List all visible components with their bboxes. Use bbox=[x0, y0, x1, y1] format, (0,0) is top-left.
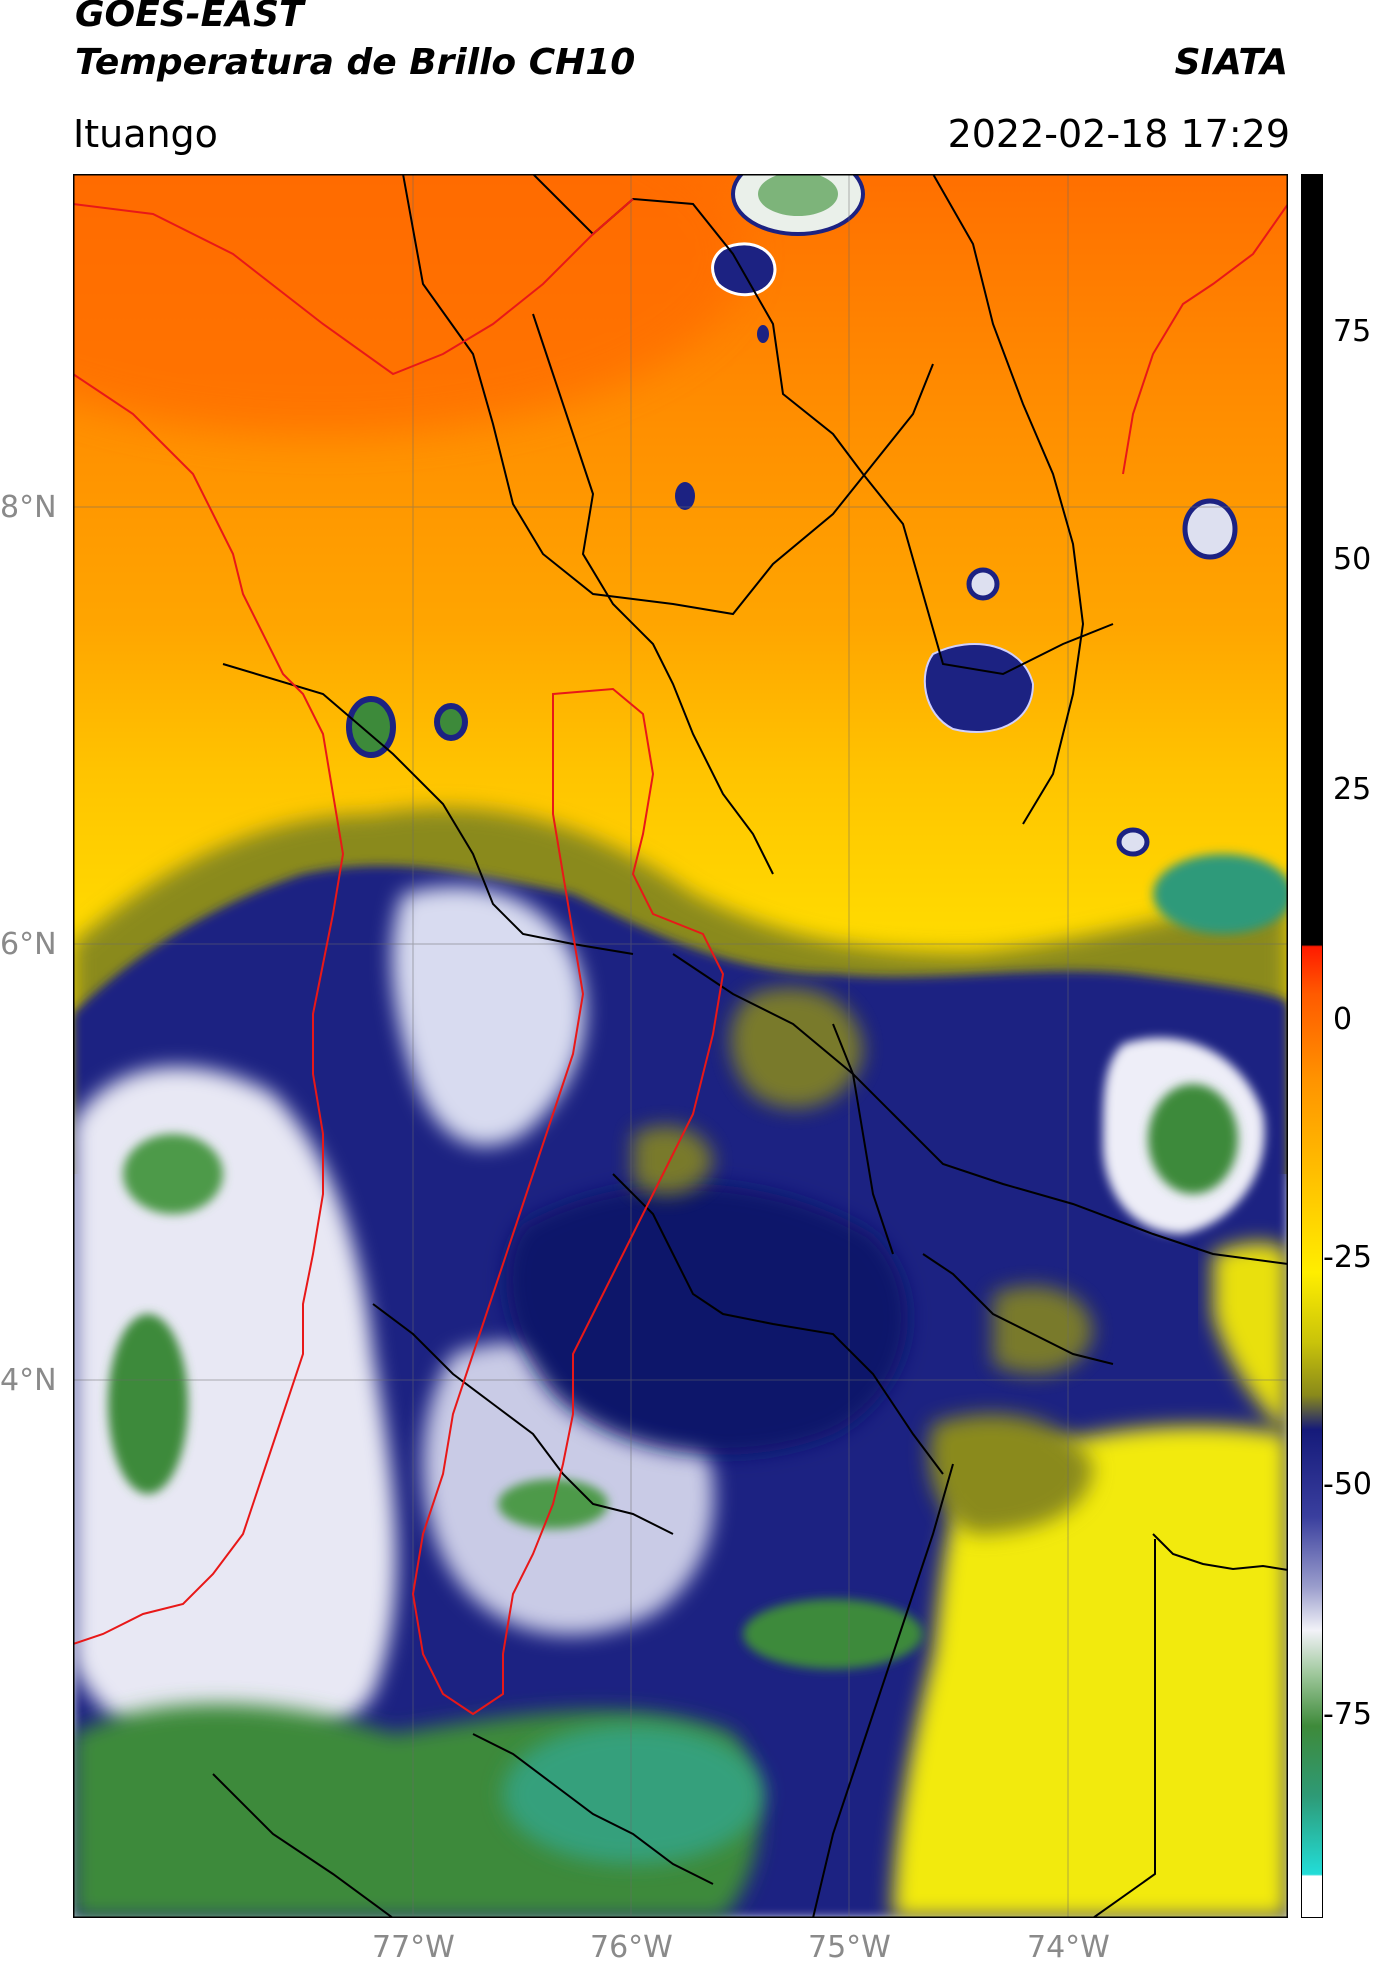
cell-north-3 bbox=[757, 325, 769, 343]
white-cloud-central bbox=[392, 886, 585, 1146]
org-label: SIATA bbox=[1174, 42, 1288, 83]
lon-label-74w: 74°W bbox=[1027, 1930, 1110, 1965]
colorbar-tick-75: 75 bbox=[1333, 314, 1372, 349]
cell-northeast-1 bbox=[1182, 498, 1238, 560]
cell-west-1 bbox=[346, 696, 396, 758]
datetime-label: 2022-02-18 17:29 bbox=[947, 112, 1290, 156]
lat-label-4n: 4°N bbox=[0, 1363, 57, 1398]
cell-north-2 bbox=[675, 482, 695, 510]
lon-label-76w: 76°W bbox=[590, 1930, 673, 1965]
lat-label-8n: 8°N bbox=[0, 490, 57, 525]
lon-label-77w: 77°W bbox=[372, 1930, 455, 1965]
map-svg bbox=[72, 173, 1289, 1919]
green-east bbox=[1148, 1084, 1238, 1194]
olive-southeast bbox=[929, 1414, 1093, 1534]
red-borders bbox=[73, 198, 1288, 1716]
colorbar-tick-minus50: -50 bbox=[1323, 1467, 1372, 1502]
map-border bbox=[72, 173, 1289, 1919]
location-label: Ituango bbox=[73, 112, 218, 156]
lat-label-6n: 6°N bbox=[0, 927, 57, 962]
green-west-2 bbox=[123, 1134, 223, 1214]
teal-northeast bbox=[1153, 854, 1288, 934]
cell-top-center-core bbox=[758, 174, 838, 216]
olive-patches-mid bbox=[633, 987, 1093, 1374]
admin-borders bbox=[212, 174, 1288, 1918]
cell-east-1 bbox=[966, 567, 1000, 601]
colorbar-tick-50: 50 bbox=[1333, 542, 1372, 577]
gridlines bbox=[73, 174, 1288, 1918]
colorbar-tick-25: 25 bbox=[1333, 772, 1372, 807]
colorbar bbox=[1301, 174, 1323, 1918]
yellow-southeast bbox=[893, 1426, 1288, 1918]
green-south-mid bbox=[743, 1599, 923, 1669]
colorbar-tick-minus25: -25 bbox=[1323, 1240, 1372, 1275]
yellow-east-mid bbox=[1213, 1242, 1288, 1434]
title-line-2: Temperatura de Brillo CH10 bbox=[75, 42, 636, 83]
colorbar-svg bbox=[1301, 174, 1323, 1918]
title-line-1: GOES-EAST bbox=[75, 0, 304, 35]
lon-label-75w: 75°W bbox=[808, 1930, 891, 1965]
colorbar-tick-minus75: -75 bbox=[1323, 1697, 1372, 1732]
navy-core-center bbox=[506, 1183, 908, 1455]
cell-west-2 bbox=[434, 703, 468, 741]
teal-south bbox=[503, 1724, 763, 1864]
green-west-1 bbox=[108, 1314, 188, 1494]
cell-east-edge bbox=[1116, 827, 1150, 857]
cell-north-1 bbox=[711, 242, 777, 297]
colorbar-tick-0: 0 bbox=[1333, 1002, 1353, 1037]
map-frame bbox=[72, 173, 1289, 1919]
warm-core bbox=[73, 174, 743, 434]
